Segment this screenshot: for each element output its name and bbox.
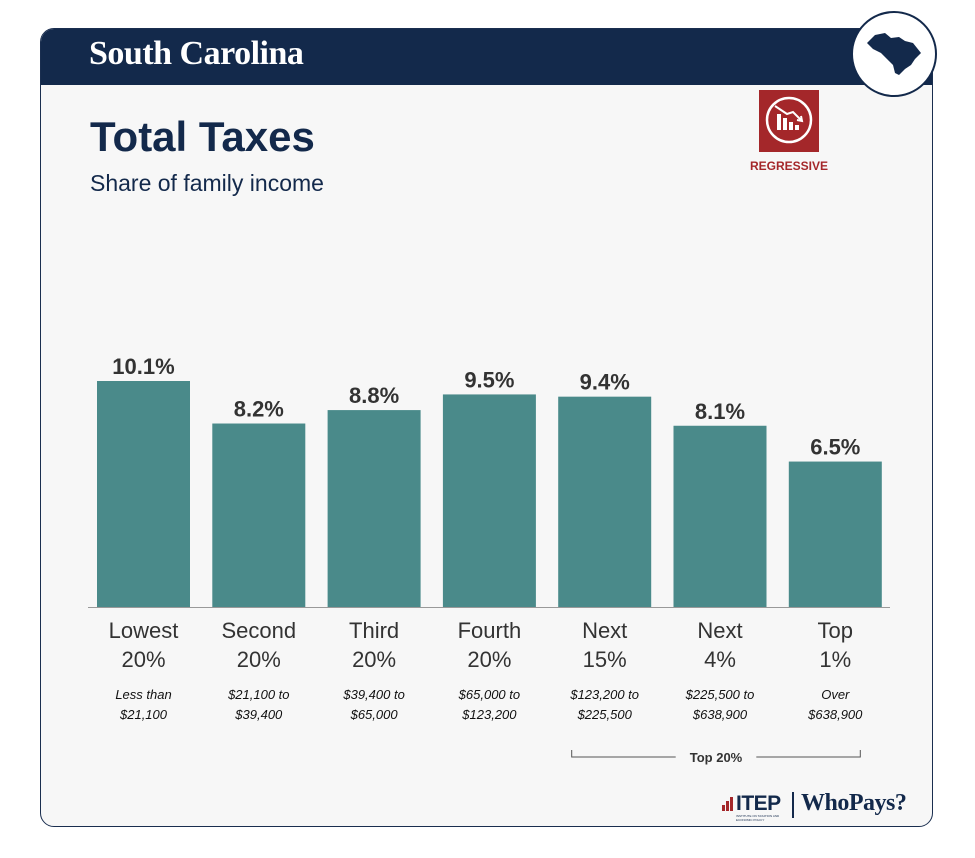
bar-1 [212, 423, 306, 607]
income-range-line2-6: $638,900 [807, 707, 863, 722]
category-share-2: 20% [352, 647, 396, 672]
income-range-line1-6: Over [821, 687, 850, 702]
value-label-4: 9.4% [580, 370, 630, 395]
category-label-5: Next [697, 618, 742, 643]
chart-subtitle: Share of family income [90, 170, 324, 196]
declining-bars-icon [759, 90, 819, 152]
income-range-line2-5: $638,900 [692, 707, 748, 722]
footer-separator [792, 792, 794, 818]
bar-0 [97, 381, 190, 607]
income-range-line1-4: $123,200 to [569, 687, 639, 702]
income-range-line1-1: $21,100 to [227, 687, 289, 702]
top-20-bracket [571, 750, 861, 758]
category-label-6: Top [818, 618, 853, 643]
value-label-2: 8.8% [349, 383, 399, 408]
income-range-line2-3: $123,200 [461, 707, 517, 722]
category-share-3: 20% [467, 647, 511, 672]
value-label-1: 8.2% [234, 397, 284, 422]
bar-3 [442, 394, 536, 607]
category-share-0: 20% [121, 647, 165, 672]
top-20-bracket-label: Top 20% [690, 750, 743, 765]
income-range-line1-0: Less than [115, 687, 171, 702]
value-label-5: 8.1% [695, 399, 745, 424]
bar-5 [673, 425, 767, 607]
income-range-line1-5: $225,500 to [685, 687, 755, 702]
footer-logo: ITEP INSTITUTE ON TAXATION AND ECONOMIC … [722, 790, 927, 822]
income-range-line2-2: $65,000 [350, 707, 399, 722]
category-label-4: Next [582, 618, 627, 643]
income-range-line1-3: $65,000 to [458, 687, 520, 702]
category-label-3: Fourth [458, 618, 522, 643]
category-share-4: 15% [583, 647, 627, 672]
south-carolina-map-icon [867, 33, 921, 75]
income-range-line1-2: $39,400 to [342, 687, 404, 702]
value-label-3: 9.5% [464, 367, 514, 392]
category-label-2: Third [349, 618, 399, 643]
itep-logo-text: ITEP [736, 792, 781, 815]
itep-logo-subtext: INSTITUTE ON TAXATION AND ECONOMIC POLIC… [736, 814, 780, 822]
itep-bars-icon [722, 797, 733, 811]
value-label-6: 6.5% [810, 435, 860, 460]
chart-title: Total Taxes [90, 113, 315, 160]
whopays-logo-text: WhoPays? [801, 790, 907, 816]
regressive-label: REGRESSIVE [749, 159, 829, 173]
income-range-line2-0: $21,100 [119, 707, 168, 722]
header-bar: South Carolina [41, 29, 932, 85]
bar-4 [558, 396, 652, 607]
value-label-0: 10.1% [112, 354, 174, 379]
category-label-1: Second [221, 618, 296, 643]
income-range-line2-4: $225,500 [577, 707, 633, 722]
category-share-1: 20% [237, 647, 281, 672]
bar-2 [327, 410, 421, 607]
category-share-6: 1% [819, 647, 851, 672]
category-label-0: Lowest [109, 618, 179, 643]
bar-6 [788, 461, 882, 607]
income-range-line2-1: $39,400 [234, 707, 283, 722]
state-name: South Carolina [89, 35, 304, 72]
state-badge [851, 11, 937, 97]
category-share-5: 4% [704, 647, 736, 672]
